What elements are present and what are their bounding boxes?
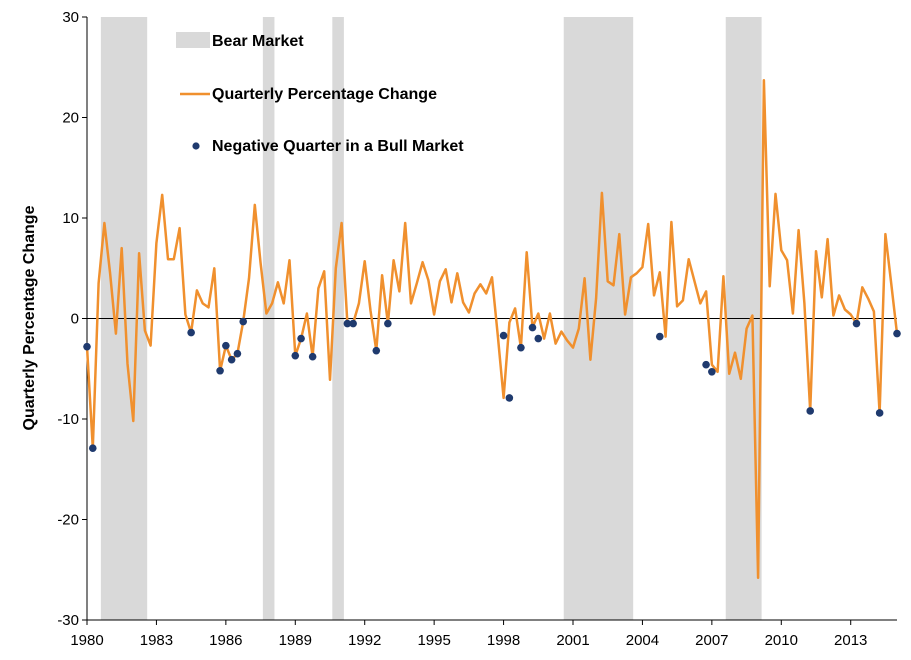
y-tick-label: -10 [57,411,79,428]
negative-quarter-point [499,331,508,340]
series-line-layer [85,79,899,580]
x-tick-label: 1983 [140,632,173,649]
negative-quarter-point [349,319,357,328]
negative-quarter-point [852,319,861,328]
legend-label-bear-market: Bear Market [212,33,304,50]
x-tick-label: 1992 [348,632,381,649]
x-tick-label: 2001 [556,632,589,649]
y-tick-label: -30 [57,612,79,629]
legend-label-negative-quarter: Negative Quarter in a Bull Market [212,138,464,155]
x-tick-label: 1980 [70,632,103,649]
x-tick-label: 1986 [209,632,242,649]
axes: -30 -20 -10 0 10 20 30 1980 1983 1986 1989 1992 1995… [57,9,897,649]
negative-quarter-point [83,342,91,351]
negative-quarter-point [875,409,884,417]
x-tick-label: 1995 [417,632,450,649]
legend-label-quarterly-change: Quarterly Percentage Change [212,86,437,103]
negative-quarter-point [222,341,230,350]
negative-quarter-point [893,329,901,338]
negative-quarter-point [505,394,514,402]
negative-quarter-point [216,366,224,375]
negative-quarter-point [233,349,242,358]
negative-quarter-points [83,317,901,452]
y-tick-label: 30 [62,9,79,26]
negative-quarter-point [384,319,392,328]
negative-quarter-point [655,332,664,341]
x-tick-label: 2013 [834,632,867,649]
legend-swatch-negative-quarter [192,142,200,150]
negative-quarter-point [308,352,317,361]
negative-quarter-point [227,355,236,364]
negative-quarter-point [291,351,300,360]
x-tick-label: 1989 [279,632,312,649]
negative-quarter-point [517,343,525,352]
y-tick-label: 10 [62,210,79,227]
negative-quarter-point [343,319,352,328]
quarterly-change-line [85,79,899,580]
negative-quarter-point [708,367,716,376]
negative-quarter-point [297,334,305,343]
x-tick-label: 1998 [487,632,520,649]
x-tick-label: 2004 [626,632,659,649]
legend-swatch-bear-market [176,32,210,48]
negative-quarter-point [372,346,381,355]
negative-quarter-point [239,317,248,326]
negative-quarter-point [806,407,815,415]
x-tick-label: 2007 [695,632,728,649]
legend: Bear Market Quarterly Percentage Change … [176,32,464,155]
y-tick-label: 20 [62,110,79,127]
y-tick-label: -20 [57,512,79,529]
negative-quarter-point [88,444,97,452]
negative-quarter-point [702,360,710,369]
y-tick-label: 0 [71,311,79,328]
y-axis-label: Quarterly Percentage Change [21,205,38,430]
x-tick-label: 2010 [765,632,798,649]
negative-quarter-point [528,323,537,332]
negative-quarter-point [187,328,195,337]
negative-quarter-point [534,334,543,343]
